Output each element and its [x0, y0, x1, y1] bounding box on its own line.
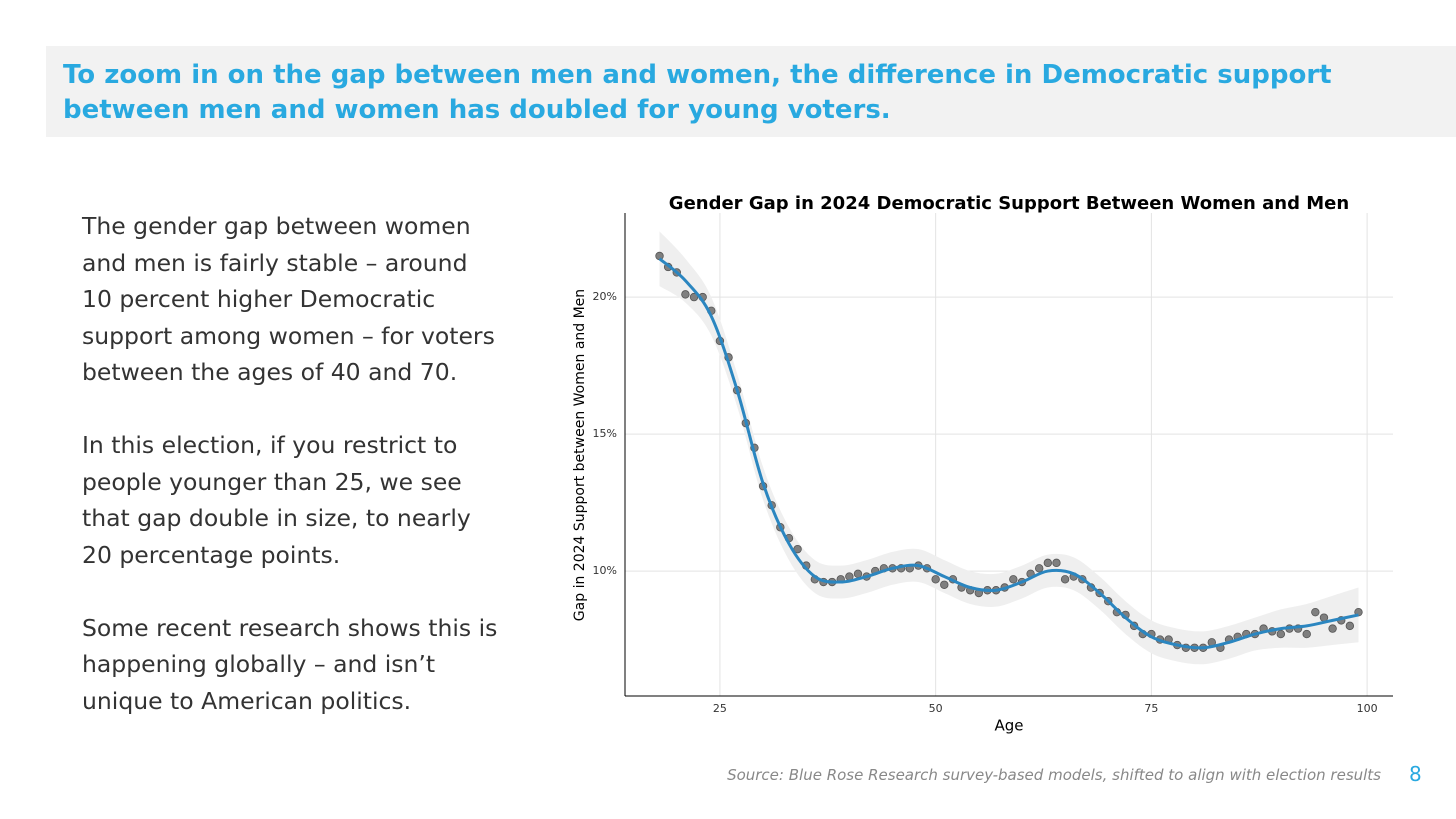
x-tick-label: 50: [929, 702, 943, 715]
data-point: [1311, 607, 1320, 617]
chart: Gender Gap in 2024 Democratic Support Be…: [572, 193, 1393, 735]
fit-line: [658, 257, 1359, 650]
x-axis-label: Age: [994, 717, 1023, 735]
paragraph: The gender gap between women and men is …: [82, 212, 495, 386]
data-point: [853, 569, 863, 579]
data-point: [1328, 624, 1337, 633]
source-note: Source: Blue Rose Research survey-based …: [727, 766, 1381, 784]
paragraph: Some recent research shows this is happe…: [82, 613, 498, 715]
y-axis-label: Gap in 2024 Support between Women and Me…: [572, 289, 588, 621]
data-point: [931, 575, 940, 584]
y-tick-label: 20%: [593, 290, 617, 303]
x-tick-label: 25: [713, 702, 727, 715]
data-point: [1276, 629, 1286, 639]
body-text: The gender gap between women and men is …: [82, 208, 502, 756]
data-point: [1043, 558, 1053, 568]
data-point: [689, 292, 699, 302]
data-point: [940, 580, 949, 589]
page-number: 8: [1409, 762, 1422, 786]
banner: To zoom in on the gap between men and wo…: [46, 46, 1456, 137]
y-tick-label: 10%: [593, 564, 617, 577]
data-point: [1302, 629, 1311, 639]
data-point: [1345, 621, 1355, 631]
chart-title: Gender Gap in 2024 Democratic Support Be…: [669, 193, 1349, 214]
data-point: [1035, 564, 1044, 573]
paragraph: In this election, if you restrict to peo…: [82, 431, 471, 569]
data-point: [1052, 558, 1061, 568]
y-tick-label: 15%: [593, 427, 617, 440]
x-tick-label: 75: [1144, 702, 1158, 715]
confidence-band: [659, 231, 1359, 665]
data-point: [1009, 575, 1018, 584]
headline: To zoom in on the gap between men and wo…: [63, 60, 1332, 125]
data-point: [681, 290, 690, 299]
x-tick-label: 100: [1357, 702, 1378, 715]
data-point: [1060, 575, 1070, 584]
data-point: [655, 251, 664, 261]
